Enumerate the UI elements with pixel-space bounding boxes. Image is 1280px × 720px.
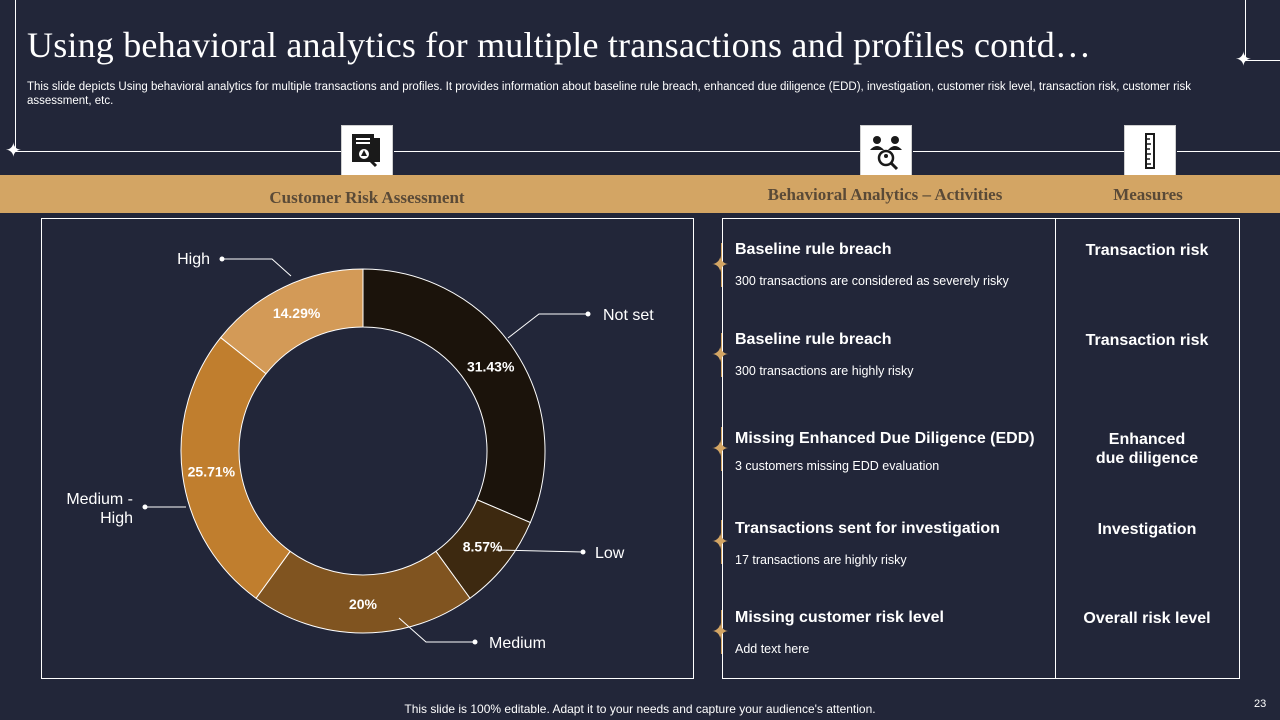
callout-line xyxy=(222,258,292,277)
callout-dot xyxy=(472,639,478,645)
category-label: Not set xyxy=(603,307,654,324)
measure-label: Enhanced due diligence xyxy=(1055,430,1239,468)
activity-title: Transactions sent for investigation xyxy=(735,520,1000,537)
frame-left-line xyxy=(15,0,16,152)
slice-value-label: 20% xyxy=(349,596,378,612)
activity-title: Missing customer risk level xyxy=(735,609,944,626)
timeline-marker xyxy=(721,243,722,287)
slice-value-label: 25.71% xyxy=(188,464,236,480)
measures-divider xyxy=(1055,218,1056,679)
category-label: Low xyxy=(595,545,625,562)
category-label: High xyxy=(177,251,210,268)
callout-line xyxy=(398,617,475,643)
callout-dot xyxy=(142,504,148,510)
timeline-marker xyxy=(721,333,722,377)
category-label: Medium - xyxy=(66,491,133,508)
page-description: This slide depicts Using behavioral anal… xyxy=(27,81,1191,107)
frame-right-top-hline xyxy=(1245,60,1280,61)
activity-description: 17 transactions are highly risky xyxy=(735,553,907,567)
activities-heading: Behavioral Analytics – Activities xyxy=(767,185,1003,204)
frame-right-line xyxy=(1245,0,1246,60)
sparkle-icon: ✦ xyxy=(1235,49,1252,71)
activity-description: Add text here xyxy=(735,642,810,656)
ruler-icon xyxy=(1124,125,1176,177)
measure-label: Transaction risk xyxy=(1085,242,1209,259)
chart-panel xyxy=(41,218,694,679)
people-search-icon xyxy=(860,125,912,177)
slice-value-label: 14.29% xyxy=(273,305,321,321)
donut-slice xyxy=(219,268,364,375)
measure-label: Overall risk level xyxy=(1083,610,1211,627)
timeline-marker xyxy=(721,427,722,471)
frame-left-hline xyxy=(15,151,343,152)
section-header-band xyxy=(0,175,1280,213)
activity-description: 300 transactions are highly risky xyxy=(735,364,914,378)
risk-assessment-heading: Customer Risk Assessment xyxy=(269,188,465,207)
activity-title: Missing Enhanced Due Diligence (EDD) xyxy=(735,430,1035,447)
frame-mid-hline xyxy=(394,151,860,152)
measures-heading: Measures xyxy=(1113,185,1183,204)
document-search-icon xyxy=(341,125,393,177)
frame-right-hline xyxy=(1177,151,1280,152)
callout-dot xyxy=(585,311,591,317)
callout-line xyxy=(495,549,584,553)
donut-slice xyxy=(255,550,471,634)
category-label: High xyxy=(100,510,133,527)
measure-label: Investigation xyxy=(1097,521,1197,538)
sparkle-icon: ✦ xyxy=(711,342,730,367)
measure-label: Transaction risk xyxy=(1085,332,1209,349)
activity-description: 3 customers missing EDD evaluation xyxy=(735,459,940,473)
callout-line xyxy=(507,313,588,339)
donut-slice xyxy=(180,336,291,599)
timeline-marker xyxy=(721,610,722,654)
frame-mid2-hline xyxy=(913,151,1124,152)
donut-slice xyxy=(362,268,546,524)
donut-chart: 31.43% Not set 8.57% Low 20% Medium 25.71% Medi… xyxy=(66,251,654,652)
sparkle-icon: ✦ xyxy=(711,252,730,277)
page-number: 23 xyxy=(1254,698,1267,710)
activity-title: Baseline rule breach xyxy=(735,331,892,348)
page-title: Using behavioral analytics for multiple … xyxy=(27,25,1092,65)
activity-description: 300 transactions are considered as sever… xyxy=(735,274,1009,288)
callout-dot xyxy=(580,549,586,555)
sparkle-icon: ✦ xyxy=(711,529,730,554)
sparkle-icon: ✦ xyxy=(711,436,730,461)
callout-dot xyxy=(219,256,225,262)
timeline-marker xyxy=(721,520,722,564)
measure-label-line: Enhanced xyxy=(1108,431,1186,448)
sparkle-icon: ✦ xyxy=(5,140,22,162)
sparkle-icon: ✦ xyxy=(711,619,730,644)
activity-title: Baseline rule breach xyxy=(735,241,892,258)
footer-note: This slide is 100% editable. Adapt it to… xyxy=(404,702,876,716)
activities-panel xyxy=(722,218,1240,679)
slice-value-label: 8.57% xyxy=(463,538,503,554)
category-label: Medium xyxy=(489,635,546,652)
slice-value-label: 31.43% xyxy=(467,359,515,375)
measure-label-line: due diligence xyxy=(1095,450,1199,467)
